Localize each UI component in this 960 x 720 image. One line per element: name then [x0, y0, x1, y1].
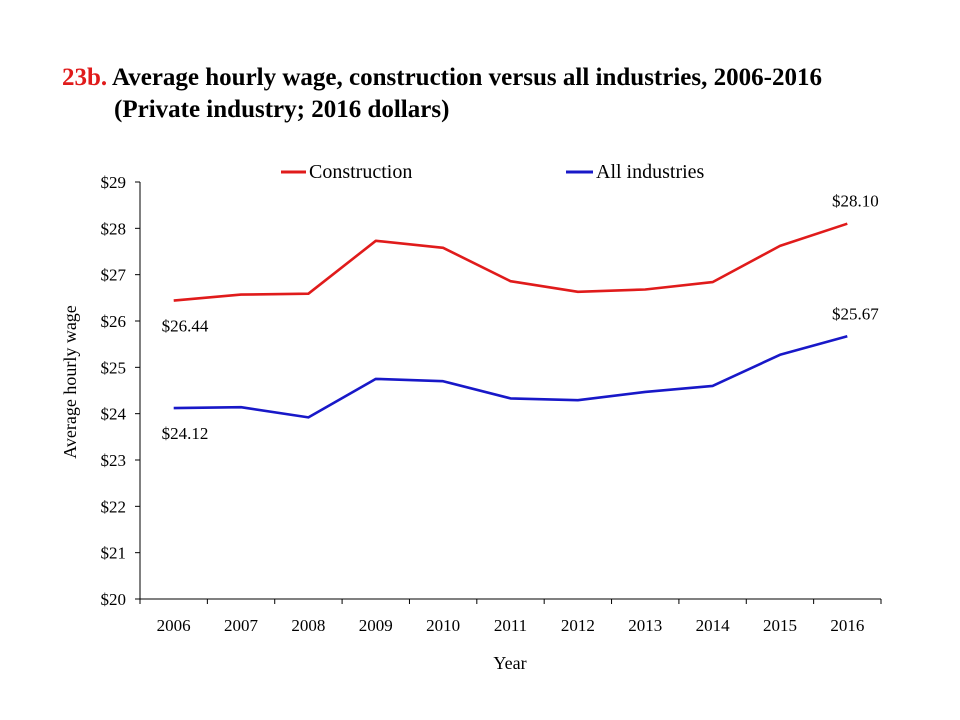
y-tick-label: $27 — [101, 266, 127, 285]
axes — [139, 182, 881, 600]
x-axis-label: Year — [493, 653, 526, 673]
x-tick-label: 2010 — [426, 616, 460, 635]
y-tick-label: $24 — [101, 405, 127, 424]
series-lines — [173, 222, 848, 419]
x-tick-label: 2011 — [494, 616, 527, 635]
y-tick-label: $28 — [101, 219, 127, 238]
series-line-all-industries — [173, 335, 848, 419]
x-tick-label: 2007 — [224, 616, 259, 635]
x-tick-label: 2013 — [628, 616, 662, 635]
data-label: $24.12 — [162, 424, 209, 443]
title-number: 23b. — [62, 64, 108, 91]
x-tick-label: 2016 — [830, 616, 864, 635]
x-tick-label: 2009 — [359, 616, 393, 635]
title-text: Average hourly wage, construction versus… — [112, 64, 822, 91]
legend-label: Construction — [309, 161, 412, 183]
data-label: $28.10 — [832, 192, 879, 211]
y-tick-label: $23 — [101, 451, 127, 470]
y-tick-label: $29 — [101, 173, 127, 192]
x-tick-label: 2006 — [157, 616, 191, 635]
legend-label: All industries — [596, 161, 705, 183]
y-tick-label: $20 — [101, 590, 127, 609]
series-line-construction — [173, 222, 848, 302]
y-tick-label: $26 — [101, 312, 127, 331]
data-labels: $26.44 $28.10 $24.12 $25.67 — [162, 192, 880, 443]
data-label: $26.44 — [162, 317, 209, 336]
y-tick-label: $25 — [101, 358, 127, 377]
x-tick-label: 2012 — [561, 616, 595, 635]
y-tick-label: $21 — [101, 544, 127, 563]
chart-title: 23b. Average hourly wage, construction v… — [62, 62, 822, 126]
title-line-1: 23b. Average hourly wage, construction v… — [62, 62, 822, 94]
x-tick-label: 2008 — [291, 616, 325, 635]
ticks: $20 $21 $22 $23 $24 $25 $26 $27 $28 $29 2006 2007 20… — [101, 173, 882, 635]
legend: Construction All industries — [281, 161, 705, 183]
y-tick-label: $22 — [101, 497, 127, 516]
data-label: $25.67 — [832, 304, 879, 323]
title-subtitle: (Private industry; 2016 dollars) — [114, 96, 450, 123]
x-tick-label: 2014 — [696, 616, 731, 635]
x-tick-label: 2015 — [763, 616, 797, 635]
y-axis-label: Average hourly wage — [60, 305, 80, 459]
